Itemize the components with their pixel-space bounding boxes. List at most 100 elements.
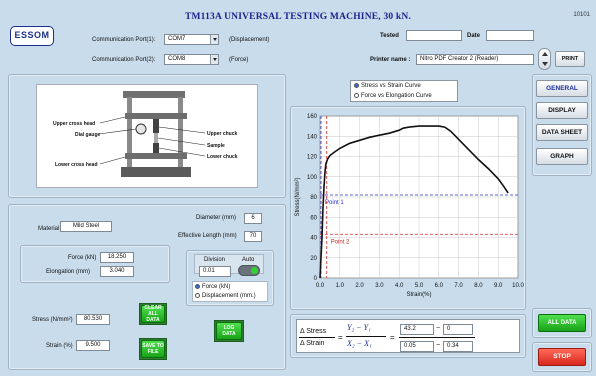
all-data-button[interactable]: ALL DATA <box>538 314 586 332</box>
chevron-down-icon[interactable] <box>210 35 218 44</box>
y-tick-label: 160 <box>307 114 318 120</box>
y-tick-label: 0 <box>314 276 318 282</box>
y-axis-label: Stress(N/mm²) <box>295 178 301 217</box>
printer-input[interactable]: Nitro PDF Creator 2 (Reader) <box>416 54 534 65</box>
radio-on-icon <box>354 83 359 88</box>
stop-button[interactable]: STOP <box>538 348 586 366</box>
date-input[interactable] <box>486 30 534 41</box>
material-label: Material <box>38 226 60 232</box>
tab-general[interactable]: GENERAL <box>536 80 588 97</box>
length-input[interactable]: 70 <box>244 231 262 242</box>
equals-2: = <box>390 333 395 342</box>
x-tick-label: 2.0 <box>355 283 364 289</box>
stress-label: Stress (N/mm²) <box>32 317 73 323</box>
force-elongation-box <box>20 245 170 283</box>
radio-displacement[interactable]: Displacement (mm.) <box>195 293 256 299</box>
auto-label: Auto <box>242 257 255 263</box>
radio-off-icon <box>354 93 359 98</box>
printer-label: Printer name : <box>370 57 411 63</box>
radio-on-icon <box>195 284 200 289</box>
x-tick-label: 6.0 <box>435 283 444 289</box>
curve-selector <box>350 80 458 102</box>
x-tick-label: 10.0 <box>512 283 524 289</box>
log-data-button[interactable]: LOG DATA <box>216 322 242 340</box>
x-tick-label: 1.0 <box>336 283 345 289</box>
corner-text: 10101 <box>573 12 590 18</box>
port1-value: COM7 <box>168 36 186 42</box>
y-tick-label: 60 <box>310 215 317 221</box>
arrow-up-icon[interactable] <box>542 52 548 56</box>
y-tick-label: 20 <box>310 256 317 262</box>
tab-graph[interactable]: GRAPH <box>536 148 588 165</box>
curve-option-stress[interactable]: Stress vs Strain Curve <box>354 83 421 89</box>
essom-logo: ESSOM <box>10 26 54 46</box>
elongation-value: 3.040 <box>100 266 134 277</box>
label-upper-chuck: Upper chuck <box>207 131 238 137</box>
y-tick-label: 100 <box>307 175 318 181</box>
strain-label: Strain (%) <box>46 343 73 349</box>
x-tick-label: 9.0 <box>494 283 503 289</box>
port1-label: Communication Port(1): <box>92 37 156 43</box>
auto-toggle[interactable] <box>238 265 260 276</box>
x-tick-label: 0.0 <box>316 283 325 289</box>
x-tick-label: 3.0 <box>375 283 384 289</box>
formula-denominator: X₂ − X₁ <box>347 339 372 348</box>
y-tick-label: 140 <box>307 134 318 140</box>
machine-photo <box>121 91 191 177</box>
y-tick-label: 120 <box>307 155 318 161</box>
port1-desc: (Displacement) <box>229 37 270 43</box>
clear-all-button[interactable]: CLEAR ALL DATA <box>141 305 165 323</box>
port2-desc: (Force) <box>229 57 249 63</box>
arrow-down-icon[interactable] <box>542 62 548 66</box>
tested-input[interactable] <box>406 30 462 41</box>
y-tick-label: 40 <box>310 236 317 242</box>
length-label: Effective Length (mm) <box>178 233 237 239</box>
formula-numerator: Y₂ − Y₁ <box>347 323 371 332</box>
minus-1: − <box>436 325 441 332</box>
date-label: Date <box>467 33 481 39</box>
tab-display[interactable]: DISPLAY <box>536 102 588 119</box>
label-upper-cross-head: Upper cross head <box>53 121 96 127</box>
port2-label: Communication Port(2): <box>92 57 156 63</box>
diameter-input[interactable]: 6 <box>244 213 262 224</box>
x-tick-label: 8.0 <box>474 283 483 289</box>
x-axis-label: Strain(%) <box>406 292 431 298</box>
stress-strain-chart: 0.0 1.0 2.0 3.0 4.0 5.0 6.0 7.0 8.0 9.0 10.0 0 20 40 6… <box>295 114 524 298</box>
log-data-frame: LOG DATA <box>214 320 244 342</box>
minus-2: − <box>436 342 441 349</box>
stress-value: 80.530 <box>76 314 110 325</box>
save-to-file-button[interactable]: SAVE TO FILE <box>141 340 165 358</box>
curve-option-force[interactable]: Force vs Elongation Curve <box>354 93 432 99</box>
division-label: Division <box>204 257 226 263</box>
label-sample: Sample <box>207 143 225 149</box>
value-x2: 0.05 <box>400 341 434 352</box>
division-input[interactable]: 0.01 <box>199 266 231 277</box>
x-tick-label: 5.0 <box>415 283 424 289</box>
chevron-down-icon[interactable] <box>210 55 218 64</box>
toggle-led-icon <box>251 267 258 274</box>
diameter-label: Diameter (mm) <box>196 215 236 221</box>
force-value: 18.250 <box>100 252 134 263</box>
label-lower-cross-head: Lower cross head <box>55 162 98 168</box>
radio-off-icon <box>195 293 200 298</box>
fraction-bar-2 <box>346 336 386 337</box>
radio-force[interactable]: Force (kN) <box>195 284 230 290</box>
save-frame: SAVE TO FILE <box>139 338 167 360</box>
strain-value: 9.500 <box>76 340 110 351</box>
print-button[interactable]: PRINT <box>555 51 585 67</box>
fraction-bar-3 <box>399 337 475 338</box>
label-lower-chuck: Lower chuck <box>207 154 238 160</box>
port1-select[interactable]: COM7 <box>164 34 219 45</box>
printer-spinner[interactable] <box>538 48 551 70</box>
delta-strain: Δ Strain <box>300 340 325 347</box>
label-dial-gauge: Dial gauge <box>75 132 101 138</box>
value-y2: 43.2 <box>400 324 434 335</box>
x-tick-label: 7.0 <box>454 283 463 289</box>
material-input[interactable]: Mild Steel <box>60 221 112 232</box>
tab-data-sheet[interactable]: DATA SHEET <box>536 124 588 141</box>
fraction-bar-1 <box>299 337 335 338</box>
stress-strain-curve <box>319 125 509 279</box>
value-x1: 0.34 <box>443 341 473 352</box>
port2-select[interactable]: COM8 <box>164 54 219 65</box>
diagram-leader-lines <box>98 116 206 165</box>
